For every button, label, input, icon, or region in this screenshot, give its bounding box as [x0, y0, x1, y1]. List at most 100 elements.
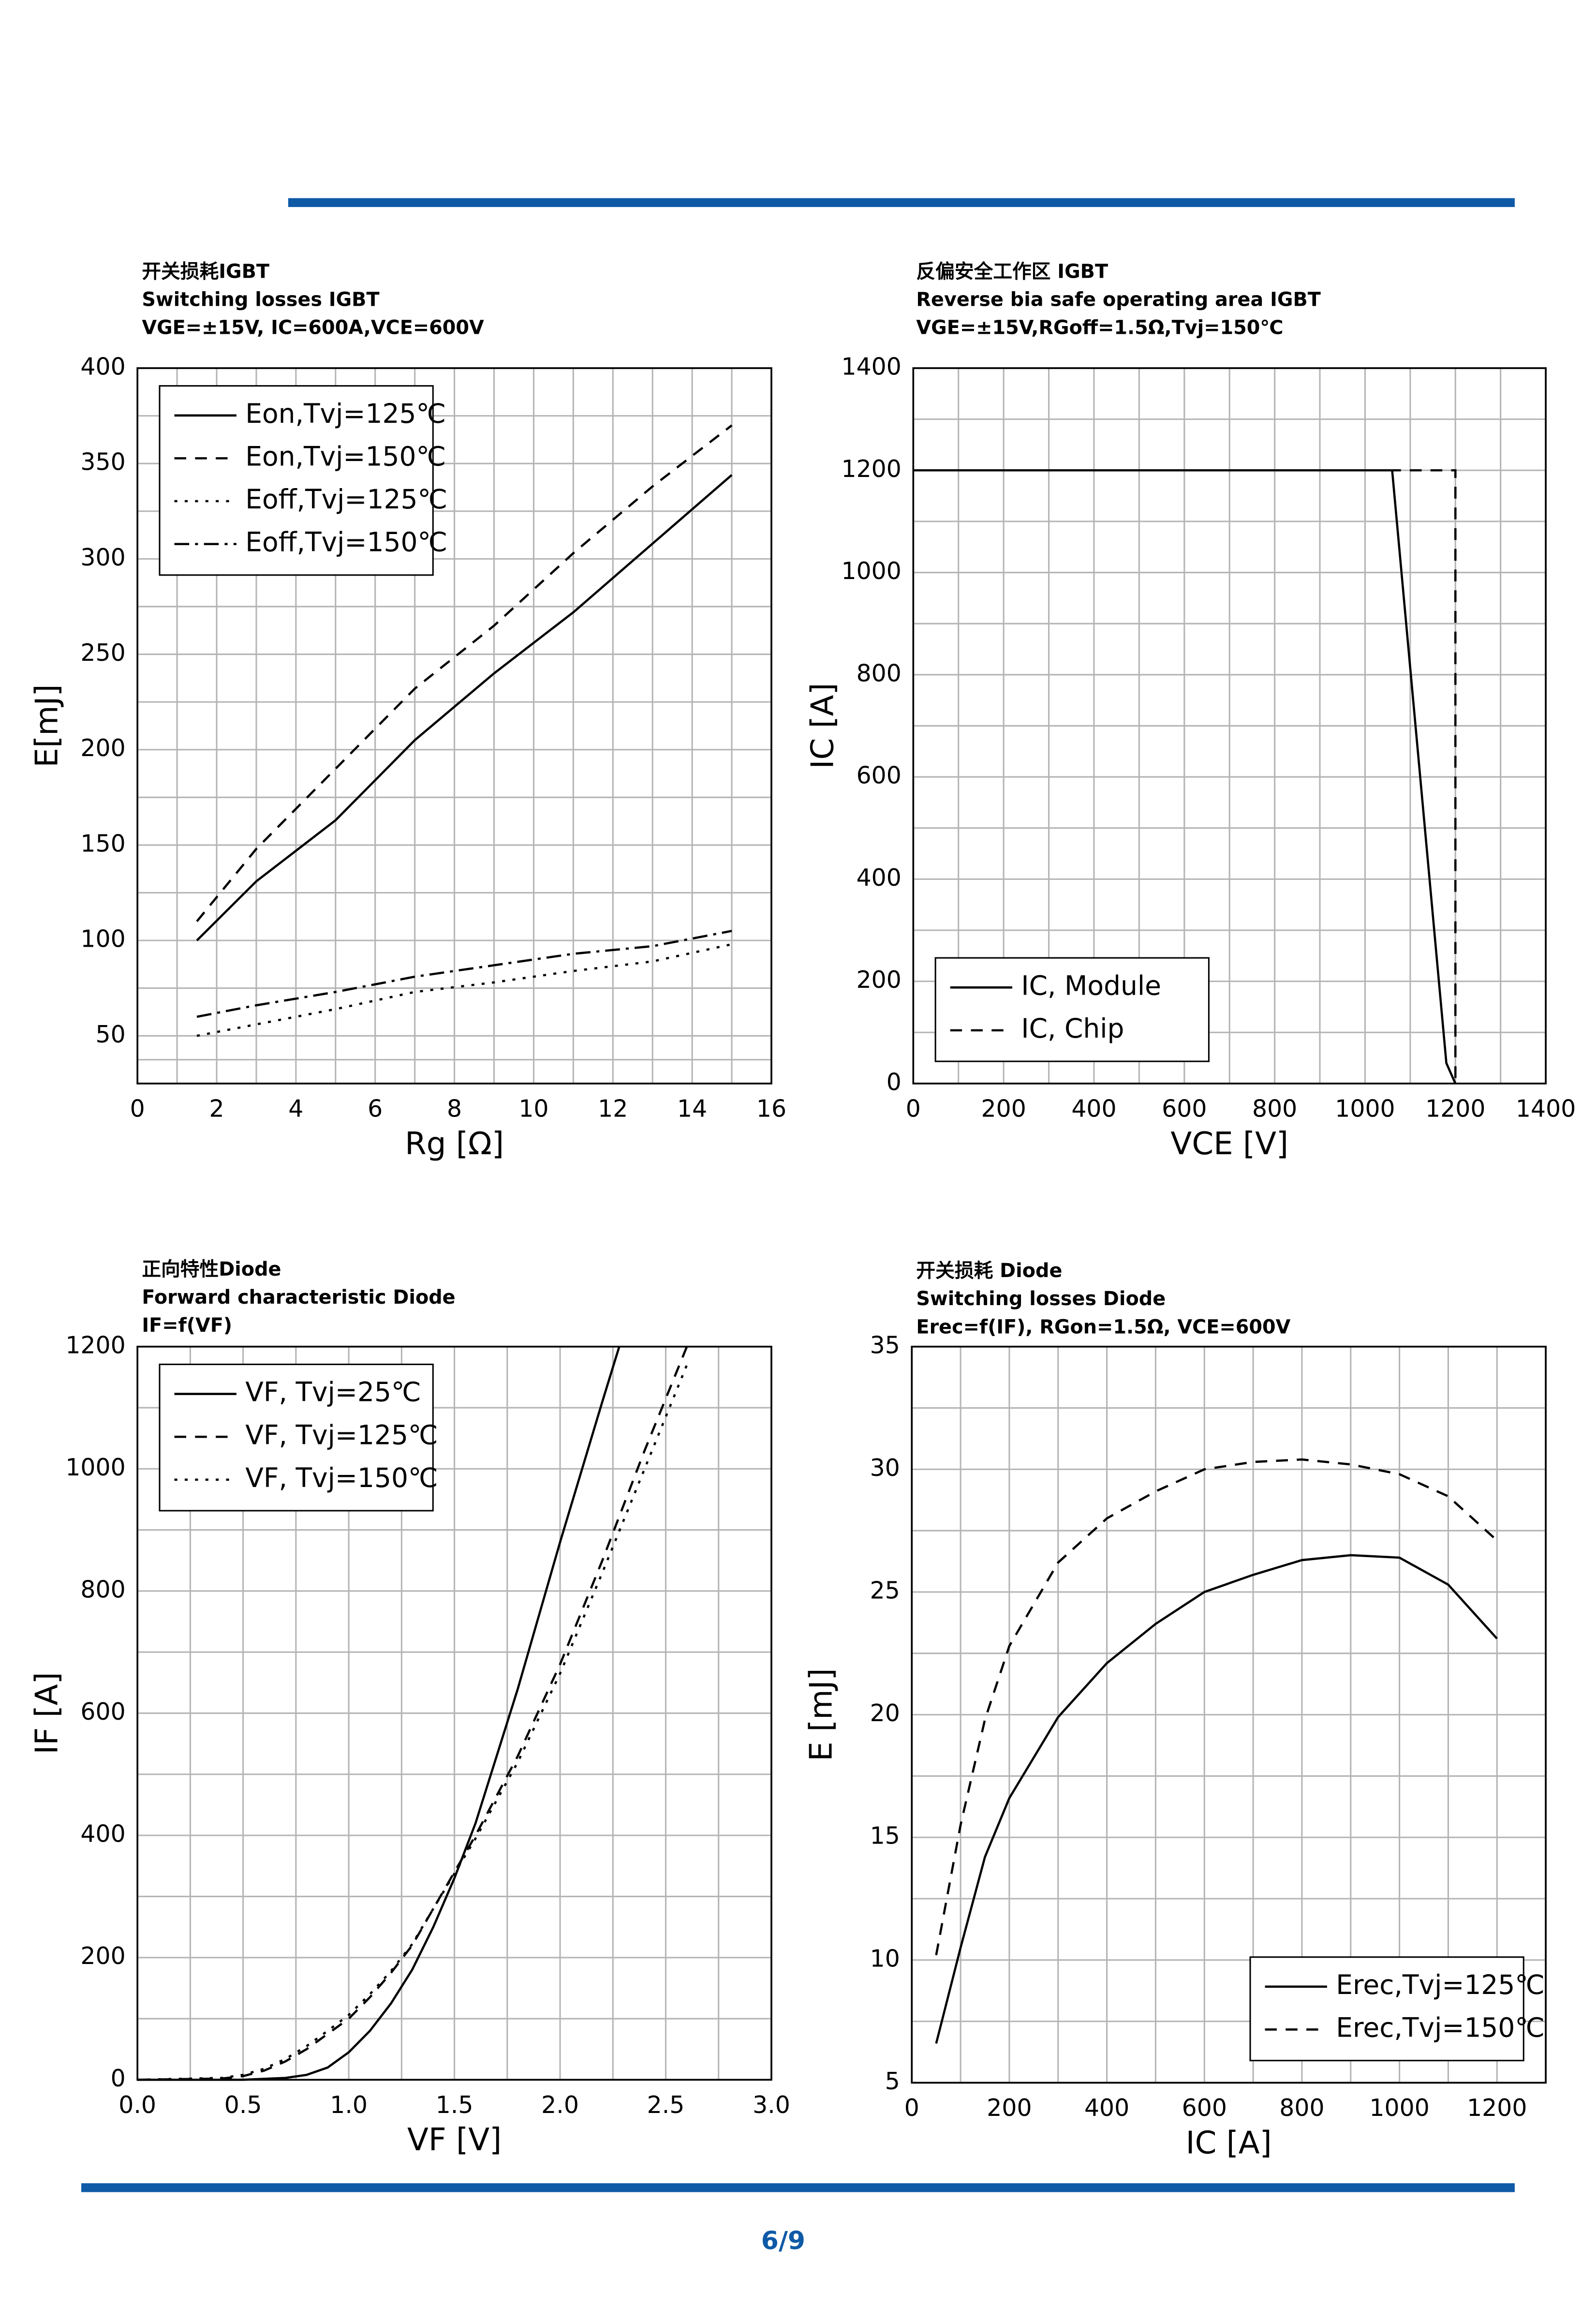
series-line — [137, 1346, 621, 2081]
legend-label: VF, Tvj=150℃ — [245, 1462, 438, 1493]
x-axis-label: IC [A] — [1186, 2125, 1272, 2161]
x-tick-label: 12 — [598, 1095, 628, 1122]
plot-frame — [911, 1345, 1547, 2084]
y-axis-label: E [mJ] — [803, 1668, 840, 1761]
y-tick-label: 0 — [887, 1068, 901, 1096]
y-tick-label: 400 — [80, 353, 125, 380]
y-tick-label: 1200 — [841, 455, 901, 483]
legend-label: Eoff,Tvj=150℃ — [245, 527, 447, 558]
chart-title: 开关损耗IGBT — [142, 261, 269, 283]
legend-label: Eoff,Tvj=125℃ — [245, 484, 447, 515]
x-tick-label: 400 — [1071, 1095, 1116, 1122]
chart-title: 正向特性Diode — [142, 1258, 281, 1280]
series-line — [913, 469, 1457, 1084]
series-line — [935, 1554, 1498, 2044]
chart-note: VGE=±15V,RGoff=1.5Ω,Tvj=150℃ — [916, 317, 1283, 339]
chart-subtitle: Switching losses Diode — [916, 1288, 1166, 1310]
x-tick-label: 0 — [130, 1095, 145, 1122]
x-tick-label: 4 — [288, 1095, 303, 1122]
legend-label: VF, Tvj=25℃ — [245, 1377, 421, 1408]
x-axis-label: Rg [Ω] — [405, 1126, 504, 1162]
x-tick-label: 10 — [518, 1095, 548, 1122]
x-tick-label: 2 — [209, 1095, 224, 1122]
y-tick-label: 600 — [80, 1698, 125, 1726]
chart-title: 开关损耗 Diode — [916, 1260, 1062, 1282]
x-tick-label: 1000 — [1369, 2094, 1429, 2122]
y-axis-label: E[mJ] — [29, 684, 65, 767]
y-tick-label: 1000 — [841, 557, 901, 585]
legend-label: IC, Chip — [1021, 1013, 1124, 1044]
y-tick-label: 1200 — [65, 1331, 125, 1359]
y-tick-label: 350 — [80, 448, 125, 476]
x-axis-label: VF [V] — [407, 2122, 502, 2158]
x-tick-label: 1.5 — [436, 2091, 473, 2119]
plot-frame — [136, 367, 772, 1085]
x-tick-label: 2.5 — [647, 2091, 685, 2119]
page-number: 6/9 — [761, 2226, 805, 2255]
y-tick-label: 1000 — [65, 1454, 125, 1481]
x-tick-label: 800 — [1252, 1095, 1297, 1122]
y-tick-label: 1400 — [841, 353, 901, 380]
header-bar — [288, 198, 1515, 207]
y-tick-label: 800 — [80, 1576, 125, 1603]
x-tick-label: 1200 — [1425, 1095, 1485, 1122]
x-tick-label: 400 — [1084, 2094, 1129, 2122]
x-tick-label: 0 — [906, 1095, 921, 1122]
chart-subtitle: Switching losses IGBT — [142, 289, 379, 311]
y-axis-label: IF [A] — [29, 1672, 65, 1754]
x-tick-label: 0.5 — [224, 2091, 262, 2119]
y-tick-label: 200 — [80, 734, 125, 762]
y-tick-label: 400 — [80, 1820, 125, 1848]
x-tick-label: 14 — [677, 1095, 707, 1122]
series-line — [196, 943, 732, 1037]
x-tick-label: 0 — [904, 2094, 919, 2122]
y-tick-label: 0 — [111, 2065, 126, 2092]
series-line — [196, 930, 732, 1018]
legend-label: Erec,Tvj=125℃ — [1336, 1969, 1545, 2000]
y-tick-label: 150 — [80, 830, 125, 857]
y-tick-label: 600 — [857, 762, 901, 789]
y-tick-label: 50 — [96, 1021, 126, 1048]
plot-frame — [912, 367, 1547, 1085]
series-line — [913, 469, 1457, 1084]
y-tick-label: 15 — [870, 1822, 900, 1850]
chart-subtitle: Reverse bia safe operating area IGBT — [916, 289, 1320, 311]
x-tick-label: 3.0 — [753, 2091, 790, 2119]
footer-bar — [81, 2183, 1515, 2192]
x-tick-label: 6 — [368, 1095, 383, 1122]
y-tick-label: 200 — [80, 1942, 125, 1970]
legend-label: VF, Tvj=125℃ — [245, 1419, 438, 1450]
legend-label: Eon,Tvj=150℃ — [245, 441, 446, 472]
series-line — [137, 1364, 688, 2081]
x-tick-label: 0.0 — [118, 2091, 156, 2119]
y-axis-label: IC [A] — [805, 683, 841, 769]
plot-frame — [136, 1345, 772, 2081]
series-line — [935, 1458, 1498, 1956]
chart-note: IF=f(VF) — [142, 1314, 232, 1337]
legend-box — [934, 957, 1210, 1062]
legend-box — [1249, 1956, 1524, 2062]
y-tick-label: 25 — [870, 1577, 900, 1604]
chart-title: 反偏安全工作区 IGBT — [916, 261, 1108, 283]
legend-label: Eon,Tvj=125℃ — [245, 398, 446, 429]
chart-note: VGE=±15V, IC=600A,VCE=600V — [142, 317, 484, 339]
legend-label: Erec,Tvj=150℃ — [1336, 2012, 1545, 2043]
y-tick-label: 30 — [870, 1454, 900, 1482]
legend-label: IC, Module — [1021, 970, 1161, 1001]
series-line — [196, 474, 733, 941]
y-tick-label: 5 — [885, 2068, 900, 2095]
y-tick-label: 35 — [870, 1331, 900, 1359]
x-tick-label: 1000 — [1335, 1095, 1395, 1122]
x-tick-label: 200 — [987, 2094, 1032, 2122]
x-tick-label: 2.0 — [541, 2091, 579, 2119]
x-tick-label: 16 — [756, 1095, 786, 1122]
x-tick-label: 1400 — [1516, 1095, 1576, 1122]
y-tick-label: 800 — [857, 659, 901, 687]
y-tick-label: 10 — [870, 1945, 900, 1972]
x-tick-label: 800 — [1279, 2094, 1324, 2122]
x-tick-label: 200 — [981, 1095, 1026, 1122]
x-tick-label: 1200 — [1467, 2094, 1527, 2122]
x-tick-label: 600 — [1182, 2094, 1227, 2122]
